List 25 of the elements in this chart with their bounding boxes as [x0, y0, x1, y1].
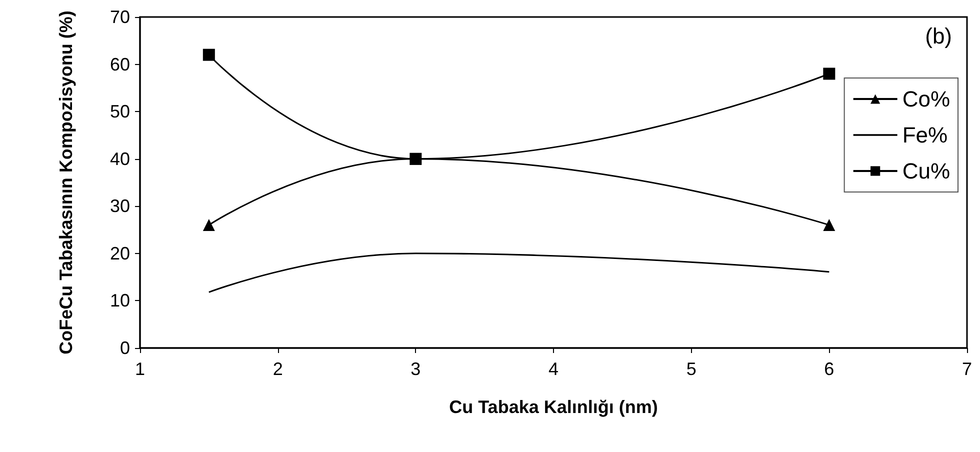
y-tick-label: 40: [110, 148, 130, 169]
point: [823, 68, 836, 80]
y-axis-title: CoFeCu Tabakasının Kompozisyonu (%): [56, 10, 76, 354]
x-tick-label: 7: [962, 359, 972, 379]
y-tick-label: 60: [110, 54, 130, 74]
x-tick-label: 5: [686, 359, 696, 379]
annotation: (b): [925, 24, 952, 48]
y-tick-label: 0: [120, 338, 130, 358]
legend-label: Co%: [902, 86, 950, 112]
legend-label: Fe%: [902, 122, 948, 148]
x-axis-title: Cu Tabaka Kalınlığı (nm): [449, 397, 658, 417]
x-tick-label: 1: [134, 359, 146, 379]
legend-label: Cu%: [902, 158, 950, 184]
point: [202, 48, 215, 61]
point: [202, 219, 215, 232]
x-tick-label: 3: [410, 359, 421, 379]
y-tick-label: 50: [110, 102, 130, 122]
y-tick-label: 30: [110, 196, 130, 216]
y-tick-label: 20: [110, 243, 130, 264]
x-tick-label: 6: [824, 359, 834, 379]
y-tick-label: 10: [110, 290, 130, 311]
point: [823, 219, 836, 232]
y-tick-label: 70: [110, 7, 130, 27]
x-tick-label: 4: [548, 359, 559, 379]
x-tick-label: 2: [272, 359, 283, 379]
